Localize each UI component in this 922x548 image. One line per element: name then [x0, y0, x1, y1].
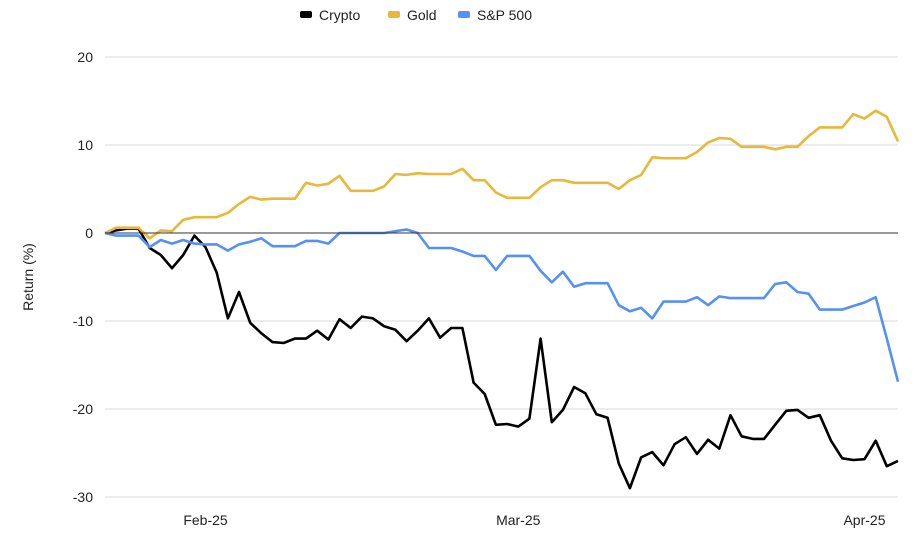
y-tick-label: 10	[77, 137, 93, 153]
series-line-crypto	[104, 227, 899, 490]
legend-item[interactable]: S&P 500	[458, 7, 532, 23]
x-tick-label: Feb-25	[183, 512, 228, 528]
y-tick-label: 0	[85, 225, 93, 241]
y-axis-ticks: 20 10 0 -10 -20 -30	[73, 49, 93, 505]
legend: Crypto Gold S&P 500	[300, 7, 532, 23]
legend-item[interactable]: Gold	[388, 7, 437, 23]
legend-label: S&P 500	[477, 7, 532, 23]
legend-item[interactable]: Crypto	[300, 7, 360, 23]
y-tick-label: -30	[73, 489, 93, 505]
x-tick-label: Apr-25	[843, 512, 885, 528]
series-line-gold	[104, 109, 900, 240]
series-lines	[104, 109, 900, 490]
y-tick-label: -10	[73, 313, 93, 329]
legend-label: Crypto	[319, 7, 360, 23]
series-line-s-p-500	[104, 228, 900, 383]
gridlines	[105, 56, 898, 498]
y-tick-label: 20	[77, 49, 93, 65]
legend-swatch-icon	[388, 11, 400, 18]
legend-label: Gold	[407, 7, 437, 23]
legend-swatch-icon	[300, 11, 312, 18]
y-tick-label: -20	[73, 401, 93, 417]
x-tick-label: Mar-25	[496, 512, 541, 528]
legend-swatch-icon	[458, 11, 470, 18]
y-axis-label: Return (%)	[20, 243, 36, 311]
x-axis-ticks: Feb-25 Mar-25 Apr-25	[183, 512, 885, 528]
